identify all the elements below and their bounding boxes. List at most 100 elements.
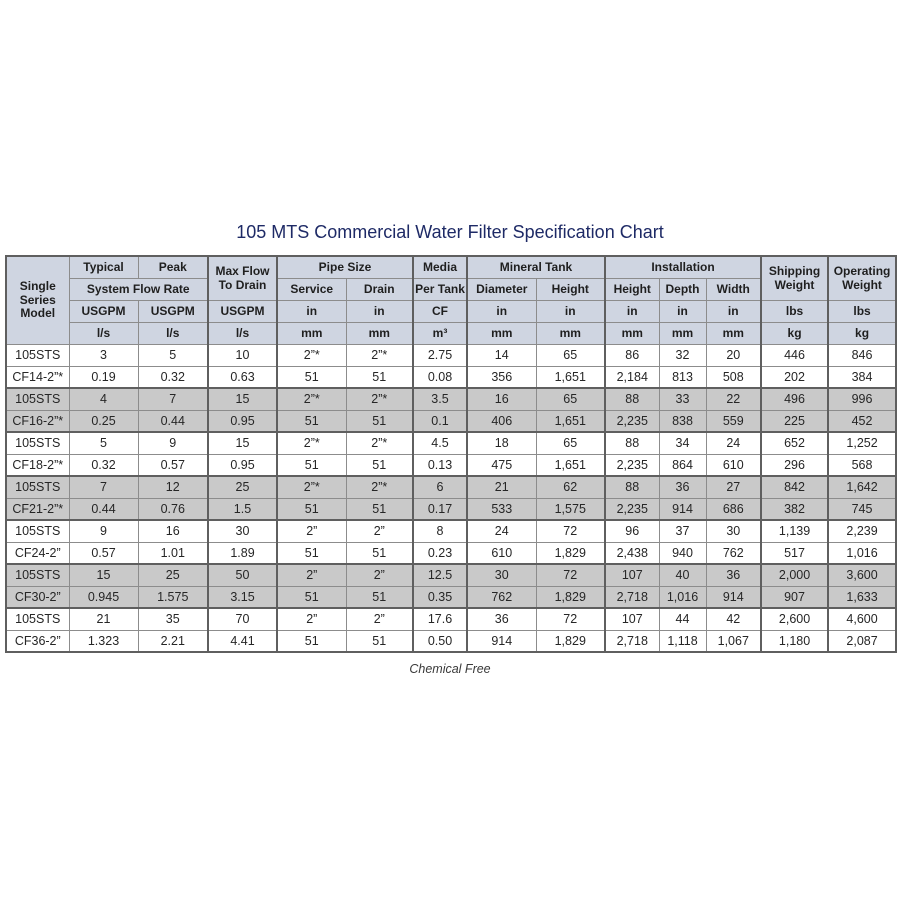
value-cell: 1.89 (207, 541, 278, 565)
value-cell: 0.13 (412, 453, 468, 477)
value-cell: 51 (276, 365, 347, 389)
value-cell: 5 (137, 344, 209, 367)
table-row: CF14-2”* 0.19 0.32 0.63 51 51 0.08 356 1,651 2,18… (5, 365, 897, 389)
value-cell: 0.57 (137, 453, 209, 477)
header-installation: Installation (603, 255, 762, 279)
unit-cell: in (705, 300, 762, 323)
value-cell: 762 (466, 585, 537, 609)
value-cell: 51 (276, 585, 347, 609)
value-cell: 6 (412, 475, 468, 499)
value-cell: 452 (827, 409, 897, 433)
value-cell: 1.575 (137, 585, 209, 609)
value-cell: 25 (137, 563, 209, 587)
value-cell: 30 (207, 519, 278, 543)
value-cell: 864 (658, 453, 707, 477)
value-cell: 1.323 (68, 629, 139, 653)
value-cell: 382 (760, 497, 829, 521)
value-cell: 568 (827, 453, 897, 477)
header-diameter: Diameter (466, 278, 537, 301)
value-cell: 72 (535, 519, 606, 543)
header-max-flow-to-drain: Max Flow To Drain (207, 255, 278, 301)
unit-cell: in (604, 300, 660, 323)
value-cell: 202 (760, 365, 829, 389)
value-cell: 2,600 (760, 607, 829, 631)
value-cell: 25 (207, 475, 278, 499)
value-cell: 36 (658, 475, 707, 499)
table-row: CF30-2” 0.945 1.575 3.15 51 51 0.35 762 1,829 2,7… (5, 585, 897, 609)
model-cell: 105STS (5, 344, 70, 367)
value-cell: 0.945 (68, 585, 139, 609)
table-row: 105STS 7 12 25 2”* 2”* 6 21 62 88 36 27 842 1,642 (5, 475, 897, 499)
unit-cell: lbs (760, 300, 829, 323)
header-typical: Typical (68, 255, 139, 279)
value-cell: 2”* (345, 475, 414, 499)
value-cell: 9 (137, 431, 209, 455)
value-cell: 7 (137, 387, 209, 411)
value-cell: 3.15 (207, 585, 278, 609)
value-cell: 7 (68, 475, 139, 499)
value-cell: 225 (760, 409, 829, 433)
value-cell: 2” (276, 563, 347, 587)
unit-cell: mm (658, 322, 707, 345)
value-cell: 51 (276, 629, 347, 653)
value-cell: 610 (705, 453, 762, 477)
value-cell: 40 (658, 563, 707, 587)
unit-cell: mm (276, 322, 347, 345)
header-depth: Depth (658, 278, 707, 301)
value-cell: 0.76 (137, 497, 209, 521)
value-cell: 2.75 (412, 344, 468, 367)
unit-cell: USGPM (137, 300, 209, 323)
model-cell: 105STS (5, 475, 70, 499)
header-per-tank: Per Tank (412, 278, 468, 301)
model-cell: CF36-2” (5, 629, 70, 653)
value-cell: 842 (760, 475, 829, 499)
value-cell: 3.5 (412, 387, 468, 411)
unit-cell: m³ (412, 322, 468, 345)
value-cell: 0.63 (207, 365, 278, 389)
value-cell: 0.19 (68, 365, 139, 389)
value-cell: 27 (705, 475, 762, 499)
model-cell: 105STS (5, 519, 70, 543)
value-cell: 0.17 (412, 497, 468, 521)
value-cell: 1,067 (705, 629, 762, 653)
value-cell: 1,651 (535, 453, 606, 477)
value-cell: 42 (705, 607, 762, 631)
unit-cell: mm (535, 322, 606, 345)
table-row: 105STS 5 9 15 2”* 2”* 4.5 18 65 88 34 24 652 1,252 (5, 431, 897, 455)
value-cell: 4.5 (412, 431, 468, 455)
value-cell: 914 (466, 629, 537, 653)
model-cell: 105STS (5, 563, 70, 587)
value-cell: 1,180 (760, 629, 829, 653)
value-cell: 2”* (345, 344, 414, 367)
unit-cell: l/s (137, 322, 209, 345)
value-cell: 517 (760, 541, 829, 565)
header-operating-weight: Operating Weight (827, 255, 897, 301)
value-cell: 14 (466, 344, 537, 367)
value-cell: 4,600 (827, 607, 897, 631)
page-content: 105 MTS Commercial Water Filter Specific… (5, 222, 898, 676)
value-cell: 533 (466, 497, 537, 521)
value-cell: 51 (345, 629, 414, 653)
unit-cell: in (535, 300, 606, 323)
value-cell: 475 (466, 453, 537, 477)
header-tank-height: Height (535, 278, 606, 301)
header-peak: Peak (137, 255, 209, 279)
value-cell: 51 (345, 497, 414, 521)
value-cell: 2,235 (604, 453, 660, 477)
value-cell: 18 (466, 431, 537, 455)
value-cell: 2,000 (760, 563, 829, 587)
header-shipping-weight: Shipping Weight (760, 255, 829, 301)
value-cell: 559 (705, 409, 762, 433)
value-cell: 21 (68, 607, 139, 631)
model-cell: 105STS (5, 431, 70, 455)
value-cell: 17.6 (412, 607, 468, 631)
value-cell: 36 (705, 563, 762, 587)
header-mineral-tank: Mineral Tank (466, 255, 606, 279)
value-cell: 35 (137, 607, 209, 631)
value-cell: 12.5 (412, 563, 468, 587)
value-cell: 0.44 (68, 497, 139, 521)
value-cell: 610 (466, 541, 537, 565)
value-cell: 940 (658, 541, 707, 565)
model-cell: CF14-2”* (5, 365, 70, 389)
value-cell: 296 (760, 453, 829, 477)
